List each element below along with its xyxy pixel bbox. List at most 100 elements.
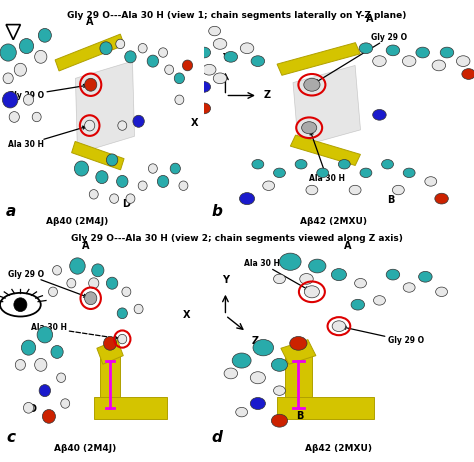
Circle shape bbox=[331, 268, 346, 280]
Text: Z: Z bbox=[252, 336, 259, 346]
Text: A: A bbox=[344, 241, 352, 251]
Circle shape bbox=[15, 359, 26, 370]
Circle shape bbox=[290, 336, 307, 350]
Text: Aβ40 (2M4J): Aβ40 (2M4J) bbox=[55, 444, 117, 453]
Text: A: A bbox=[82, 241, 89, 251]
Circle shape bbox=[224, 51, 237, 62]
Circle shape bbox=[436, 287, 447, 297]
Circle shape bbox=[295, 159, 307, 169]
Circle shape bbox=[96, 170, 108, 183]
Text: X: X bbox=[183, 310, 190, 321]
Text: Ala 30 H: Ala 30 H bbox=[245, 259, 308, 290]
Polygon shape bbox=[75, 61, 135, 153]
Circle shape bbox=[9, 112, 19, 122]
Circle shape bbox=[157, 176, 169, 188]
Text: D: D bbox=[122, 199, 130, 209]
Text: d: d bbox=[212, 430, 223, 445]
Circle shape bbox=[84, 120, 95, 131]
Text: Aβ40 (2M4J): Aβ40 (2M4J) bbox=[46, 218, 109, 226]
Circle shape bbox=[67, 279, 76, 288]
Circle shape bbox=[416, 47, 429, 58]
Circle shape bbox=[213, 73, 227, 84]
Text: Aβ42 (2MXU): Aβ42 (2MXU) bbox=[305, 444, 373, 453]
Circle shape bbox=[103, 336, 117, 350]
Circle shape bbox=[403, 168, 415, 177]
Circle shape bbox=[106, 154, 118, 166]
Circle shape bbox=[386, 269, 400, 280]
Text: b: b bbox=[212, 204, 223, 219]
Circle shape bbox=[232, 353, 251, 368]
Text: Gly 29 O: Gly 29 O bbox=[8, 85, 87, 100]
Circle shape bbox=[317, 168, 328, 177]
Circle shape bbox=[138, 43, 147, 53]
Text: Gly 29 O: Gly 29 O bbox=[343, 326, 424, 346]
Circle shape bbox=[440, 47, 454, 58]
Circle shape bbox=[202, 64, 216, 75]
Circle shape bbox=[435, 193, 448, 204]
Circle shape bbox=[125, 51, 136, 63]
Circle shape bbox=[118, 121, 127, 130]
Circle shape bbox=[224, 368, 237, 379]
FancyArrow shape bbox=[281, 340, 316, 364]
Circle shape bbox=[133, 115, 144, 128]
Circle shape bbox=[373, 56, 386, 67]
Circle shape bbox=[38, 29, 51, 42]
Circle shape bbox=[179, 181, 188, 190]
Circle shape bbox=[21, 340, 36, 355]
Text: Gly 29 O: Gly 29 O bbox=[8, 270, 87, 297]
Circle shape bbox=[182, 60, 192, 71]
Circle shape bbox=[197, 81, 210, 92]
Circle shape bbox=[432, 60, 446, 71]
Text: Y: Y bbox=[222, 275, 229, 286]
Circle shape bbox=[35, 50, 47, 63]
Circle shape bbox=[402, 56, 416, 67]
Circle shape bbox=[122, 287, 131, 297]
Circle shape bbox=[373, 109, 386, 120]
Circle shape bbox=[304, 78, 320, 91]
Circle shape bbox=[280, 253, 301, 270]
Circle shape bbox=[118, 334, 127, 344]
Circle shape bbox=[273, 274, 285, 284]
Circle shape bbox=[304, 286, 319, 298]
Circle shape bbox=[91, 264, 104, 277]
Circle shape bbox=[57, 373, 65, 383]
Circle shape bbox=[89, 278, 99, 289]
FancyArrow shape bbox=[277, 43, 360, 75]
Circle shape bbox=[117, 176, 128, 188]
Circle shape bbox=[117, 308, 128, 319]
Circle shape bbox=[309, 259, 326, 273]
Text: A: A bbox=[86, 17, 93, 27]
Circle shape bbox=[84, 78, 97, 91]
Circle shape bbox=[392, 185, 404, 195]
Circle shape bbox=[100, 42, 112, 55]
Text: B: B bbox=[388, 195, 395, 205]
Circle shape bbox=[159, 48, 167, 57]
Circle shape bbox=[138, 181, 147, 190]
Circle shape bbox=[39, 384, 51, 397]
Circle shape bbox=[213, 38, 227, 49]
Text: Gly 29 O: Gly 29 O bbox=[315, 33, 408, 83]
Text: Ala 30 H: Ala 30 H bbox=[309, 132, 345, 183]
Text: X: X bbox=[191, 118, 199, 128]
Circle shape bbox=[351, 299, 365, 310]
Circle shape bbox=[70, 258, 85, 274]
Circle shape bbox=[306, 185, 318, 195]
Circle shape bbox=[252, 159, 264, 169]
Circle shape bbox=[170, 163, 181, 174]
Circle shape bbox=[359, 43, 373, 54]
Text: B: B bbox=[296, 411, 303, 420]
Circle shape bbox=[174, 73, 184, 84]
Text: Ala 30 H: Ala 30 H bbox=[8, 126, 86, 149]
Circle shape bbox=[116, 39, 125, 49]
FancyArrow shape bbox=[72, 141, 124, 170]
Circle shape bbox=[419, 271, 432, 282]
Circle shape bbox=[164, 65, 173, 74]
Circle shape bbox=[273, 386, 285, 395]
Circle shape bbox=[263, 181, 274, 190]
Circle shape bbox=[374, 296, 385, 305]
Circle shape bbox=[197, 103, 210, 114]
Circle shape bbox=[23, 94, 34, 105]
Circle shape bbox=[19, 38, 34, 54]
Circle shape bbox=[147, 55, 159, 67]
Circle shape bbox=[42, 409, 55, 423]
